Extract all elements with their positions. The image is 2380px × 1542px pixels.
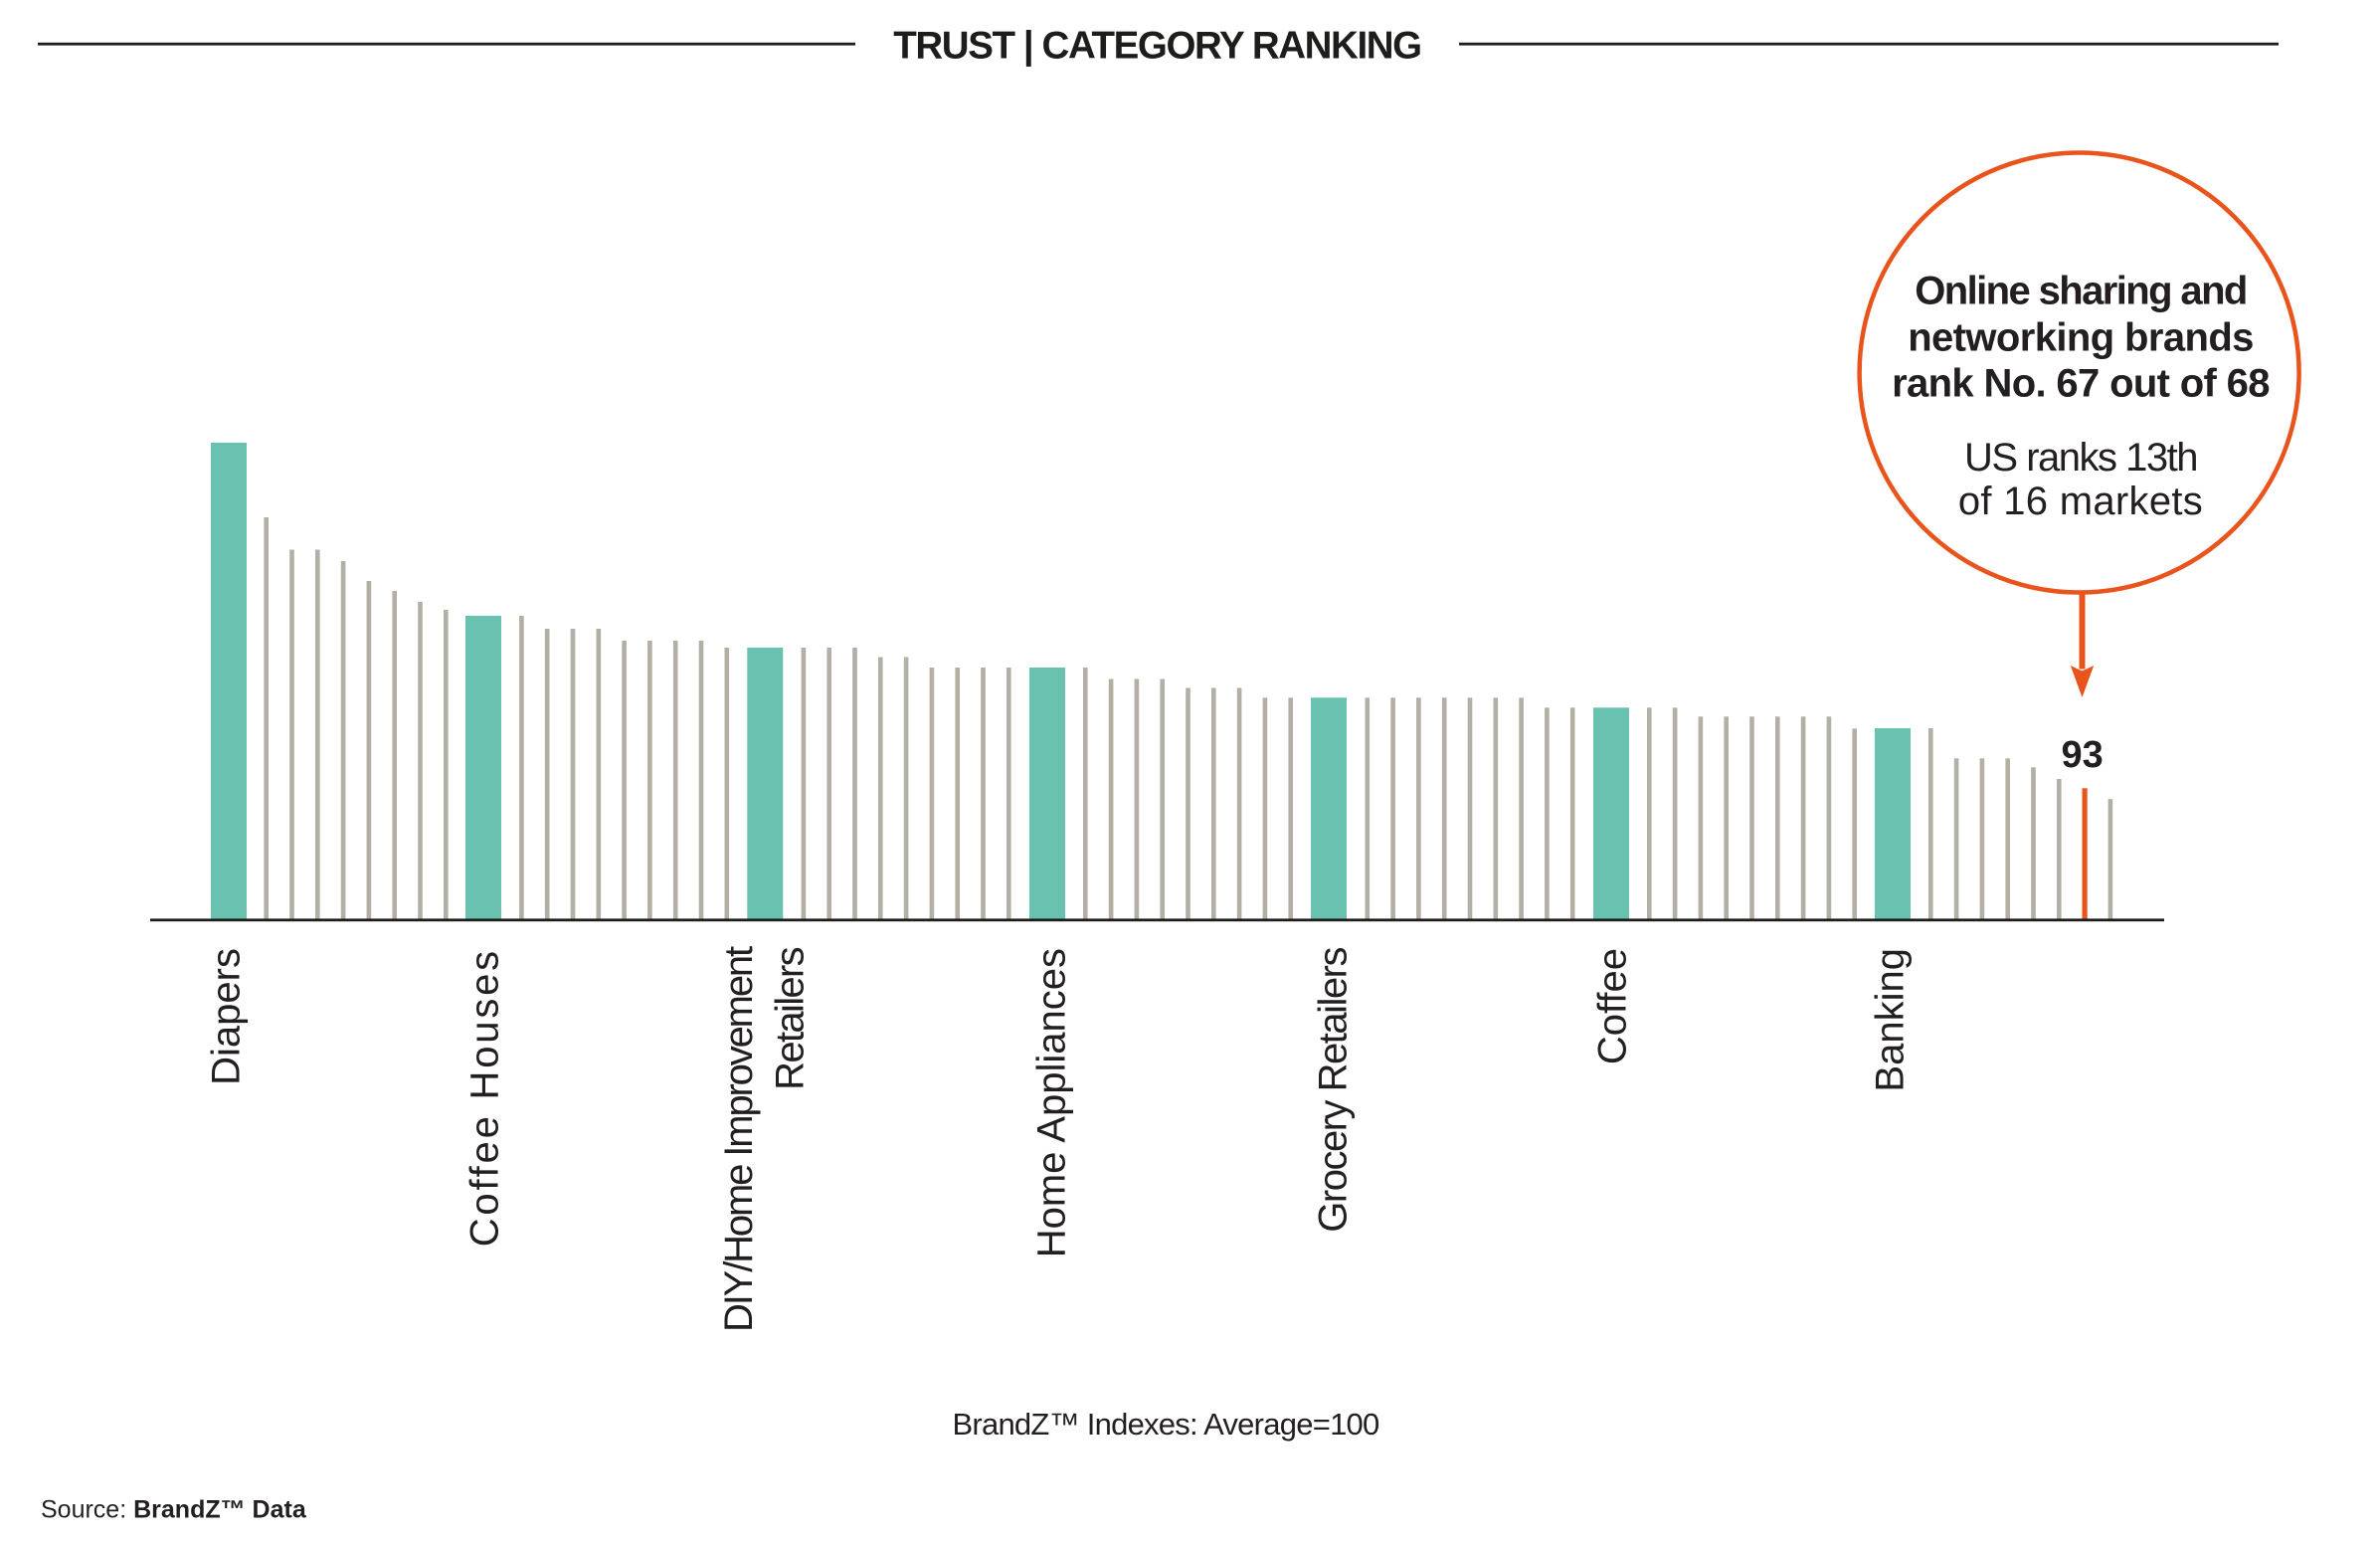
svg-text:of 16 markets: of 16 markets: [1958, 480, 2203, 523]
svg-text:DIY/Home Improvement: DIY/Home Improvement: [717, 946, 761, 1332]
svg-text:US ranks 13th: US ranks 13th: [1964, 436, 2197, 480]
svg-text:93: 93: [2061, 734, 2103, 776]
svg-text:TRUST | CATEGORY RANKING: TRUST | CATEGORY RANKING: [893, 25, 1420, 68]
svg-text:BrandZ™ Indexes: Average=100: BrandZ™ Indexes: Average=100: [952, 1407, 1379, 1442]
svg-text:Coffee Houses: Coffee Houses: [463, 948, 507, 1247]
svg-text:Source: BrandZ™ Data: Source: BrandZ™ Data: [41, 1496, 307, 1524]
svg-text:Coffee: Coffee: [1591, 948, 1635, 1064]
svg-text:Banking: Banking: [1868, 948, 1912, 1092]
svg-text:networking brands: networking brands: [1908, 316, 2254, 360]
svg-text:Home Appliances: Home Appliances: [1029, 948, 1073, 1257]
svg-text:Diapers: Diapers: [204, 948, 248, 1085]
svg-text:Online sharing and: Online sharing and: [1915, 270, 2246, 313]
svg-text:rank No. 67 out of 68: rank No. 67 out of 68: [1892, 362, 2270, 406]
svg-text:Grocery Retailers: Grocery Retailers: [1311, 948, 1355, 1233]
svg-text:Retailers: Retailers: [769, 947, 813, 1089]
